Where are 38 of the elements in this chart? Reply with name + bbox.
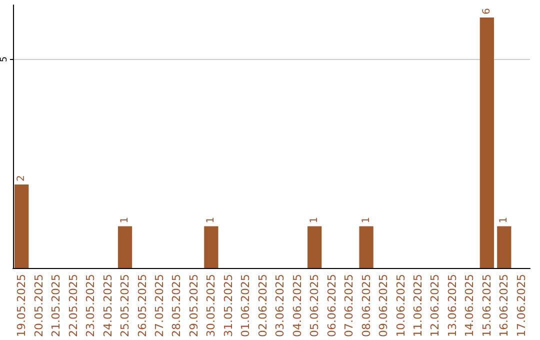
x-tick-label: 11.06.2025 [411, 274, 424, 338]
x-tick-label: 03.06.2025 [274, 274, 287, 338]
x-tick-label: 22.05.2025 [66, 274, 80, 338]
x-tick-label: 16.06.2025 [498, 274, 511, 338]
x-tick-label: 01.06.2025 [239, 274, 252, 338]
x-tick-label: 06.06.2025 [325, 274, 338, 338]
x-tick-label: 04.06.2025 [290, 274, 304, 338]
x-tick-label: 24.05.2025 [101, 274, 114, 338]
x-tick-label: 29.05.2025 [187, 274, 200, 338]
x-tick-label: 02.06.2025 [256, 274, 270, 338]
data-label: 6 [481, 8, 492, 15]
x-tick-label: 07.06.2025 [342, 274, 356, 338]
x-tick-label: 12.06.2025 [428, 274, 442, 338]
x-tick-label: 26.05.2025 [136, 274, 149, 338]
x-tick-label: 05.06.2025 [308, 274, 322, 338]
data-label: 1 [120, 216, 131, 224]
x-tick-label: 25.05.2025 [118, 274, 132, 338]
data-label: 2 [16, 175, 28, 182]
x-tick-label: 21.05.2025 [50, 274, 63, 338]
x-tick-label: 27.05.2025 [152, 274, 166, 338]
x-tick-label: 13.06.2025 [446, 274, 459, 338]
data-label: 1 [498, 216, 510, 224]
x-tick-label: 31.05.2025 [222, 274, 235, 338]
x-tick-label: 15.06.2025 [480, 274, 494, 338]
y-tick-label: 5 [0, 56, 10, 62]
data-label: 1 [206, 216, 217, 224]
x-tick-label: 14.06.2025 [463, 274, 476, 338]
data-label: 1 [309, 216, 320, 224]
x-tick-label: 10.06.2025 [394, 274, 408, 338]
x-tick-label: 17.06.2025 [514, 274, 528, 338]
x-tick-label: 20.05.2025 [32, 274, 46, 338]
x-tick-label: 23.05.2025 [84, 274, 98, 338]
data-label: 1 [360, 216, 372, 224]
x-tick-label: 19.05.2025 [15, 274, 28, 338]
x-tick-label: 30.05.2025 [204, 274, 218, 338]
x-tick-label: 09.06.2025 [377, 274, 390, 338]
x-tick-label: 28.05.2025 [170, 274, 184, 338]
x-tick-label: 08.06.2025 [360, 274, 373, 338]
